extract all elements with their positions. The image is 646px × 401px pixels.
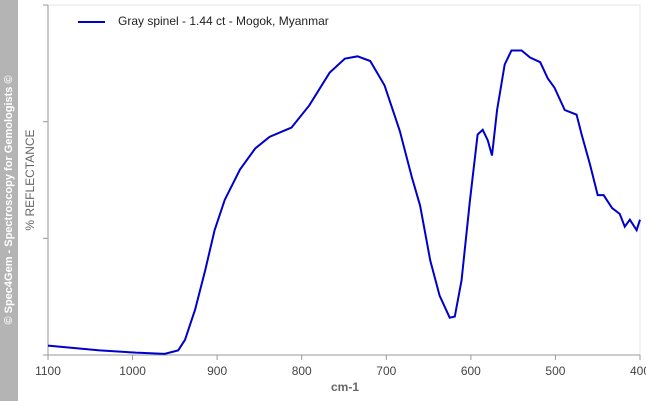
x-tick-label: 600 <box>461 364 481 378</box>
x-tick-label: 500 <box>545 364 565 378</box>
y-axis-label: % REFLECTANCE <box>23 129 37 230</box>
series-line <box>47 49 641 355</box>
plot-frame <box>47 4 641 356</box>
watermark: © Spec4Gem - Spectroscopy for Gemologist… <box>3 75 15 324</box>
x-tick-label: 900 <box>207 364 227 378</box>
watermark-band <box>0 0 18 401</box>
x-tick-label: 1100 <box>35 364 61 378</box>
x-tick-label: 800 <box>292 364 312 378</box>
x-tick-label: 1000 <box>119 364 146 378</box>
x-tick-label: 400 <box>630 364 646 378</box>
x-tick-label: 700 <box>376 364 396 378</box>
x-axis-label: cm-1 <box>331 380 359 394</box>
legend-label: Gray spinel - 1.44 ct - Mogok, Myanmar <box>118 14 329 28</box>
